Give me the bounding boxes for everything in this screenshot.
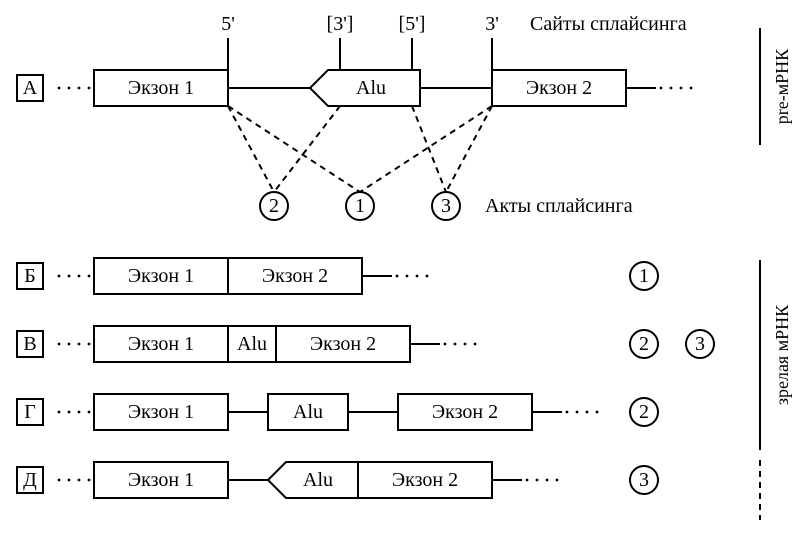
row-c-dots-left [88, 343, 91, 346]
row-e-dots-right [526, 479, 529, 482]
row-b-dots-left [88, 275, 91, 278]
label-3p-br: [3'] [327, 13, 354, 35]
row-e-dots-right [546, 479, 549, 482]
row-d-dots-right [596, 411, 599, 414]
row-a-dots-left [88, 87, 91, 90]
row-e-dots-left [78, 479, 81, 482]
row-a-letter: А [23, 77, 38, 99]
row-b-dots-right [396, 275, 399, 278]
row-a-dots-left [68, 87, 71, 90]
row-d-rc-0-num: 2 [639, 401, 649, 423]
row-d-dots-right [566, 411, 569, 414]
row-c-letter: В [23, 333, 36, 355]
dash-1b [360, 106, 492, 192]
row-e-rc-0-num: 3 [639, 469, 649, 491]
row-c-exon1-label: Экзон 1 [128, 333, 194, 355]
row-b-dots-right [426, 275, 429, 278]
dash-3b [446, 106, 492, 192]
row-d-dots-left [88, 411, 91, 414]
row-c-dots-right [444, 343, 447, 346]
row-e-exon1-label: Экзон 1 [128, 469, 194, 491]
label-5p-br: [5'] [399, 13, 426, 35]
row-a-dots-left [78, 87, 81, 90]
dash-2a [228, 106, 274, 192]
row-d-dots-left [68, 411, 71, 414]
label-splicing-acts: Акты сплайсинга [485, 195, 633, 217]
row-b-exon2-label: Экзон 2 [262, 265, 328, 287]
row-c-dots-left [68, 343, 71, 346]
row-d-dots-left [78, 411, 81, 414]
row-b-dots-right [406, 275, 409, 278]
row-b-rc-0-num: 1 [639, 265, 649, 287]
row-e-letter: Д [23, 469, 37, 491]
row-a-dots-right [660, 87, 663, 90]
row-d-exon2-label: Экзон 2 [432, 401, 498, 423]
row-e-alu-label: Alu [303, 469, 333, 491]
row-c-dots-right [474, 343, 477, 346]
row-c-dots-right [464, 343, 467, 346]
row-c-dots-left [58, 343, 61, 346]
row-a-dots-left [58, 87, 61, 90]
row-d-dots-right [586, 411, 589, 414]
row-a-exon1-label: Экзон 1 [128, 77, 194, 99]
row-a-dots-right [690, 87, 693, 90]
row-b-dots-right [416, 275, 419, 278]
row-e-exon2-label: Экзон 2 [392, 469, 458, 491]
act-1-num: 1 [355, 195, 365, 217]
row-d-exon1-label: Экзон 1 [128, 401, 194, 423]
row-b-letter: Б [24, 265, 35, 287]
row-b-exon1-label: Экзон 1 [128, 265, 194, 287]
act-2-num: 2 [269, 195, 279, 217]
row-c-dots-left [78, 343, 81, 346]
label-3p: 3' [485, 13, 499, 35]
row-b-dots-left [68, 275, 71, 278]
side-pre-label: pre-мРНК [772, 48, 792, 124]
row-a-dots-right [680, 87, 683, 90]
row-d-dots-right [576, 411, 579, 414]
row-e-dots-left [88, 479, 91, 482]
row-c-exon2-label: Экзон 2 [310, 333, 376, 355]
row-c-rc-0-num: 2 [639, 333, 649, 355]
dash-1a [228, 106, 360, 192]
row-d-alu-label: Alu [293, 401, 323, 423]
row-b-dots-left [78, 275, 81, 278]
row-c-alu-label: Alu [237, 333, 267, 355]
act-3-num: 3 [441, 195, 451, 217]
row-e-dots-right [556, 479, 559, 482]
dash-3a [412, 106, 446, 192]
row-a-exon2-label: Экзон 2 [526, 77, 592, 99]
dash-2b [274, 106, 340, 192]
row-e-dots-left [68, 479, 71, 482]
label-5p: 5' [221, 13, 235, 35]
row-b-dots-left [58, 275, 61, 278]
row-c-dots-right [454, 343, 457, 346]
row-d-letter: Г [24, 401, 36, 423]
row-e-dots-right [536, 479, 539, 482]
side-mature-label: зрелая мРНК [772, 304, 792, 405]
row-d-dots-left [58, 411, 61, 414]
row-a-alu-label: Alu [356, 77, 386, 99]
row-a-dots-right [670, 87, 673, 90]
row-c-rc-1-num: 3 [695, 333, 705, 355]
row-e-dots-left [58, 479, 61, 482]
label-splicing-sites: Сайты сплайсинга [530, 13, 687, 35]
